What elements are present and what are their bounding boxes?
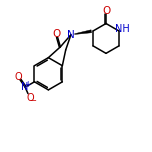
Text: O: O [15, 72, 22, 82]
Text: NH: NH [115, 24, 130, 34]
Text: N: N [67, 30, 75, 40]
Text: O: O [102, 5, 110, 16]
Text: O: O [53, 29, 61, 39]
Text: N: N [21, 82, 29, 92]
Text: O: O [27, 93, 35, 103]
Polygon shape [75, 30, 92, 35]
Text: +: + [24, 80, 31, 89]
Text: −: − [29, 97, 36, 105]
